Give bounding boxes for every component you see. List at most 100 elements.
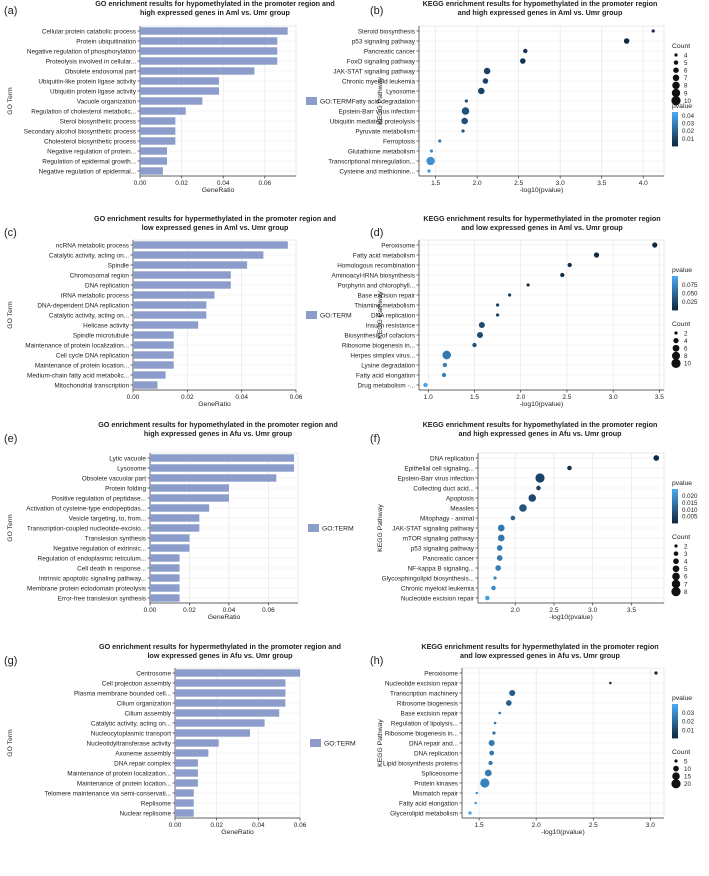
size-legend-dot (673, 765, 679, 772)
size-legend-dot (673, 551, 679, 556)
chart-title: KEGG enrichment results for hypomethylat… (423, 0, 658, 8)
category-label: DNA replication (85, 282, 129, 289)
color-legend-band (672, 521, 678, 524)
data-point (495, 303, 500, 307)
category-label: Apoptosis (446, 495, 474, 502)
legend-swatch (306, 97, 317, 105)
data-point (528, 494, 537, 502)
category-label: Ferroptosis (383, 138, 415, 145)
x-axis-title: -log10(pvalue) (520, 187, 563, 194)
category-label: JAK-STAT signaling pathway (392, 525, 474, 532)
data-point (423, 382, 428, 388)
category-label: Nucleotide excision repair (385, 680, 459, 687)
color-legend-band (672, 519, 678, 522)
bar (175, 789, 194, 797)
color-legend-band (672, 125, 678, 128)
size-legend-dot (674, 544, 678, 548)
x-tick-label: 2.5 (514, 180, 523, 187)
category-label: Chronic myeloid leukemia (342, 78, 416, 85)
size-legend-label: 7 (684, 75, 688, 82)
x-tick-label: 1.5 (431, 180, 440, 187)
category-label: Protein kinases (414, 780, 458, 787)
data-point (464, 99, 468, 103)
color-legend-band (672, 734, 678, 737)
bar (175, 669, 300, 677)
color-legend-band (672, 736, 678, 739)
panel-d: (d) KEGG enrichment results for hypermeth… (332, 214, 699, 408)
category-label: Cilium organization (117, 700, 172, 707)
category-label: Epstein-Barr virus infection (339, 108, 416, 115)
category-label: DNA replication (371, 312, 415, 319)
bar (140, 57, 278, 65)
size-legend-label: 20 (684, 781, 691, 788)
category-label: Regulation of cholesterol metabolic... (31, 108, 136, 115)
category-label: Maintenance of protein localization... (25, 342, 129, 349)
bar (140, 157, 168, 165)
category-label: Collecting duct acid... (413, 485, 474, 492)
category-label: Replisome (141, 800, 172, 807)
chart-title: low expressed genes in Aml vs. Umr group (142, 223, 289, 232)
category-label: p53 signaling pathway (411, 545, 475, 552)
x-tick-label: 0.06 (290, 394, 303, 401)
bar (133, 351, 174, 359)
chart-title: GO enrichment results for hypomethylated… (98, 420, 338, 429)
panel-label: (c) (4, 227, 17, 239)
data-point (429, 149, 434, 153)
color-legend-band (672, 497, 678, 500)
size-legend-dot (671, 358, 681, 368)
bar (133, 331, 174, 339)
color-legend-band (672, 287, 678, 290)
size-legend-title: Count (672, 749, 690, 756)
category-label: Fatty acid elongation (356, 372, 415, 379)
data-point (519, 504, 527, 512)
bar (175, 759, 198, 767)
color-legend-band (672, 139, 678, 142)
color-legend-band (672, 714, 678, 717)
color-legend-band (672, 726, 678, 729)
color-legend-band (672, 293, 678, 296)
size-legend-label: 10 (684, 361, 691, 368)
category-label: Fatty acid elongation (399, 800, 458, 807)
size-legend-label: 6 (684, 574, 688, 581)
data-point (510, 515, 516, 521)
data-point (468, 811, 472, 815)
color-legend-band (672, 492, 678, 495)
legend-label: GO:TERM (322, 526, 354, 533)
size-legend-title: Count (672, 321, 690, 328)
size-legend-dot (673, 558, 679, 565)
data-point (523, 48, 528, 54)
bar (140, 97, 203, 105)
x-tick-label: 0.00 (144, 607, 157, 614)
category-label: Helicase activity (83, 322, 130, 329)
color-legend-band (672, 507, 678, 510)
bar (150, 544, 190, 552)
data-point (493, 721, 497, 725)
color-legend-band (672, 499, 678, 502)
bar (150, 504, 210, 512)
category-label: Base excision repair (357, 292, 415, 299)
color-legend-label: 0.02 (682, 128, 695, 135)
bar (140, 127, 176, 135)
size-legend-dot (674, 53, 678, 57)
category-label: Cell projection assembly (102, 680, 172, 687)
chart-title: and low expressed genes in Aml vs. Umr g… (461, 223, 623, 232)
x-axis-title: GeneRatio (202, 187, 235, 194)
category-label: Cysteine and methionine... (339, 168, 415, 175)
category-label: Peroxisome (424, 670, 458, 677)
category-label: Lysine degradation (361, 362, 415, 369)
y-axis-title: GO Term (7, 301, 14, 329)
color-legend-band (672, 490, 678, 493)
size-legend-label: 6 (684, 346, 688, 353)
category-label: Herpes simplex virus... (350, 352, 415, 359)
category-label: Ubiquitin protein ligase activity (50, 88, 137, 95)
bar (150, 494, 229, 502)
x-axis-title: GeneRatio (208, 614, 241, 621)
color-legend-band (672, 506, 678, 509)
color-legend-band (672, 137, 678, 140)
category-label: Transcription-coupled nucleotide-excisio… (27, 525, 146, 532)
color-legend-label: 0.025 (682, 299, 698, 306)
category-label: Insulin resistance (366, 322, 416, 329)
data-point (489, 750, 495, 756)
x-tick-label: 0.04 (235, 394, 248, 401)
